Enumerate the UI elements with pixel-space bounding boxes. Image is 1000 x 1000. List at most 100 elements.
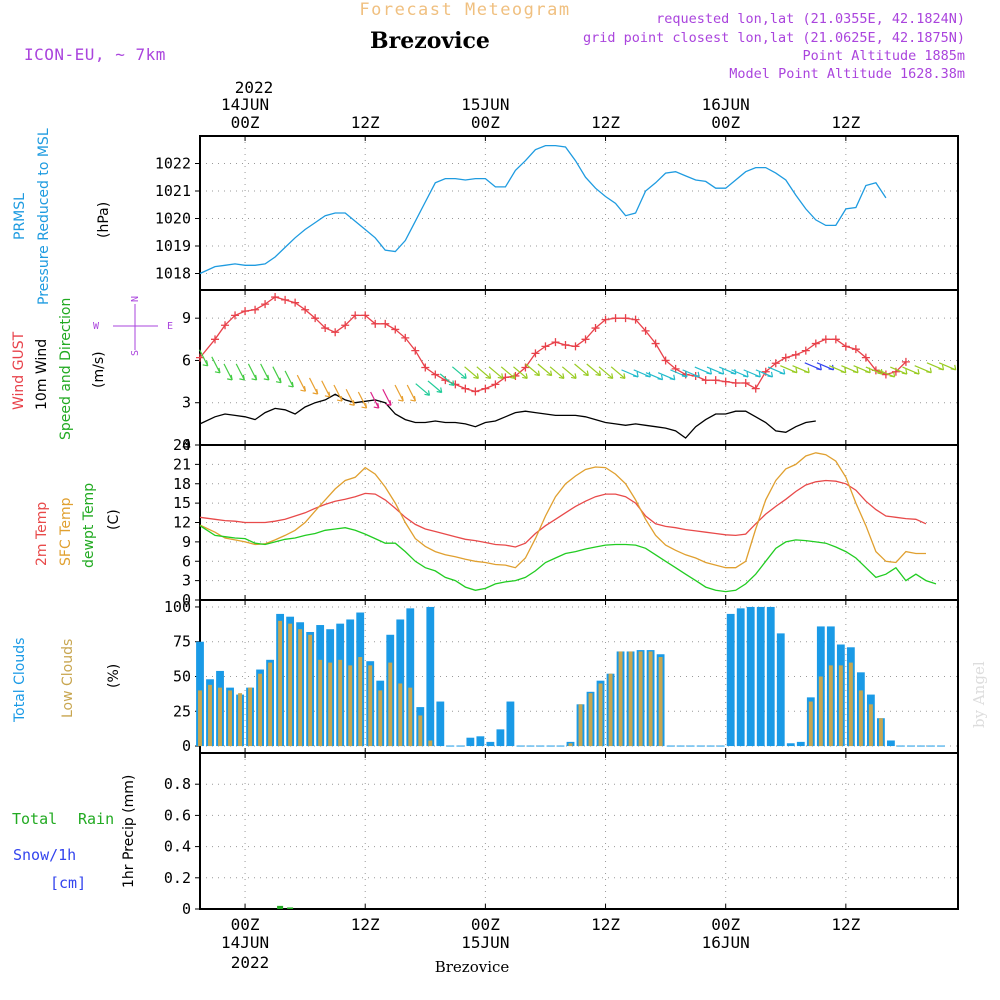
pressure-label-prmsl: PRMSL [12,193,28,240]
total-cloud-bar [776,633,785,747]
wind-arrow [731,369,749,378]
ytick-label: 3 [182,394,191,412]
bottom-date-label: 15JUN [461,933,509,952]
ytick-label: 15 [173,494,191,512]
gust-marker [431,370,440,379]
t2m-line [199,479,927,548]
gust-marker [221,321,230,330]
rain-label-2: Rain [78,810,114,828]
top-date-label: 14JUN [221,95,269,114]
gust-marker [731,379,740,387]
wind-arrow [370,391,380,409]
ytick-label: 1021 [155,182,191,200]
low-cloud-bar [308,634,313,747]
wind-arrowhead [718,368,725,375]
wind-arrow [694,366,712,375]
panels: 1018101910201021102203690369121518212402… [155,135,959,918]
bottom-tick-label: 00Z [231,915,260,934]
bottom-date-label: 16JUN [702,933,750,952]
t2m-label: 2m Temp [34,502,50,566]
gust-marker [841,342,850,351]
wind-arrowhead [373,402,380,409]
wind-arrow [657,372,675,381]
gust-marker [471,387,480,396]
gust-marker [711,376,720,385]
wind-arrow [670,369,688,378]
wind-arrow [451,366,467,379]
low-cloud-bar [358,657,363,747]
wind-arrow [525,363,540,377]
gust-marker [811,339,820,348]
ytick-label: 12 [173,514,191,532]
wind-arrowhead [779,368,786,375]
total-clouds-label: Total Clouds [12,638,28,723]
bottom-tick-label: 00Z [471,915,500,934]
gust-marker [581,335,590,344]
ytick-label: 0 [182,900,191,918]
dewpoint-line [199,525,937,593]
wind-arrowhead [694,371,700,378]
wind-arrowhead [558,373,565,379]
wind-arrow [211,356,221,374]
wind-arrowhead [595,370,602,377]
gust-marker [901,357,910,366]
ytick-label: 0.6 [164,806,191,824]
low-cloud-bar [598,683,603,747]
wind-arrow [926,362,944,371]
wind-arrowhead [607,373,614,379]
watermark: by Angel [970,661,988,728]
wind-arrow [767,366,785,375]
wind-arrow [828,365,847,374]
top-tick-label: 12Z [351,113,380,132]
wind-arrow [308,377,319,395]
pressure-unit: (hPa) [96,202,112,238]
total-cloud-bar [786,743,795,747]
compass-n: N [130,296,141,302]
wind-arrow [841,365,859,374]
low-cloud-bar [338,659,343,747]
wind-arrow [199,349,209,367]
top-date-label: 16JUN [702,95,750,114]
panel-pressure: 1018 1019 1020 1021 1022 [155,135,959,291]
wind-labels: Wind GUST 10m Wind Speed and Direction (… [11,296,173,440]
gust-marker [741,379,750,387]
wind-arrow [890,366,908,375]
gust-marker [461,384,470,393]
low-cloud-bar [568,743,573,747]
wind-arrow [549,366,565,379]
total-cloud-bar [766,606,775,747]
gust-label: Wind GUST [11,331,27,410]
ytick-label: 1020 [155,210,191,228]
low-cloud-bar [208,684,212,747]
ytick-label: 18 [173,475,191,493]
pressure-line [199,144,887,275]
top-date-label: 15JUN [461,95,509,114]
gust-marker [211,335,220,344]
ytick-label: 0 [182,737,191,755]
wind-arrowhead [251,374,258,381]
wind-arrowhead [448,380,455,387]
temp-unit: (C) [106,509,122,530]
low-cloud-bar [578,704,583,747]
low-cloud-bar [828,665,833,747]
low-cloud-bar [648,651,653,747]
precip-labels: Total Rain Snow/1h [cm] 1hr Precip (mm) [12,775,137,892]
wind-arrow [345,388,355,406]
total-cloud-bar [406,608,415,747]
wind-arrowhead [485,373,492,379]
top-title: Forecast Meteogram [359,0,570,20]
low-cloud-bar [658,657,663,747]
gust-marker [491,380,500,389]
ytick-label: 9 [182,533,191,551]
gust-marker [521,363,530,372]
wind-arrow [406,384,416,402]
gust-marker [291,298,300,307]
gust-line [199,296,907,393]
gust-marker [321,324,330,333]
gust-marker [771,359,780,368]
wind-arrow [439,373,455,386]
wind-arrowhead [509,373,516,379]
low-cloud-bar [318,659,323,747]
low-cloud-bar [268,662,273,747]
wind-arrowhead [742,371,749,378]
